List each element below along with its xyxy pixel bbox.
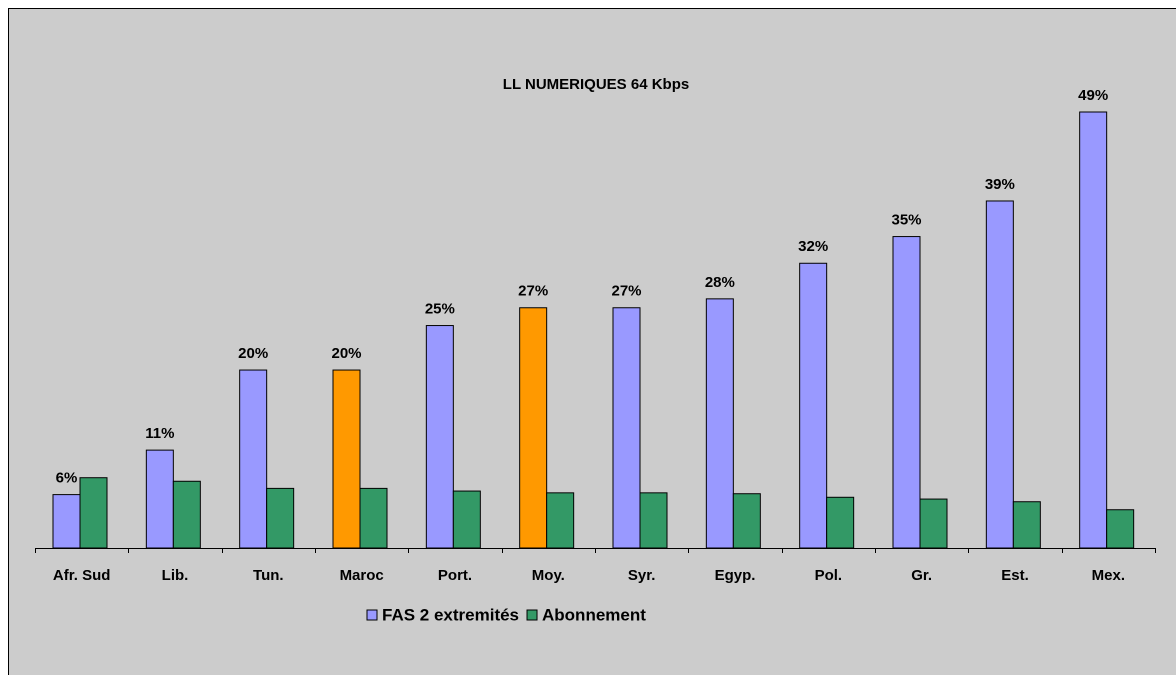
data-label: 35% <box>891 212 921 229</box>
x-tick-label: Moy. <box>532 567 565 584</box>
bar <box>639 492 668 549</box>
bar <box>172 480 201 549</box>
bar <box>145 449 174 549</box>
bar <box>892 236 921 549</box>
bar <box>919 498 948 549</box>
x-tick-label: Port. <box>438 567 472 584</box>
data-label: 28% <box>705 274 735 291</box>
bar <box>266 487 295 549</box>
legend-label: Abonnement <box>542 605 646 624</box>
data-label: 27% <box>518 283 548 300</box>
x-tick-label: Est. <box>1001 567 1029 584</box>
x-tick-label: Tun. <box>253 567 284 584</box>
bar <box>359 487 388 549</box>
bar <box>546 492 575 549</box>
data-label: 32% <box>798 238 828 255</box>
x-tick-label: Afr. Sud <box>53 567 111 584</box>
bar <box>79 477 108 549</box>
legend-swatch <box>366 609 378 621</box>
x-tick-label: Pol. <box>815 567 843 584</box>
bar <box>52 494 81 549</box>
bar <box>826 496 855 549</box>
x-tick-label: Lib. <box>162 567 189 584</box>
data-label: 20% <box>331 345 361 362</box>
bar <box>799 262 828 549</box>
data-label: 27% <box>611 283 641 300</box>
x-tick-label: Gr. <box>911 567 932 584</box>
data-label: 49% <box>1078 87 1108 104</box>
bar <box>985 200 1014 549</box>
legend-label: FAS 2 extremités <box>382 605 519 624</box>
data-label: 6% <box>56 470 78 487</box>
bar <box>732 493 761 549</box>
bar <box>1012 501 1041 549</box>
chart-title: LL NUMERIQUES 64 Kbps <box>503 76 689 93</box>
data-label: 20% <box>238 345 268 362</box>
data-label: 25% <box>425 301 455 318</box>
bar <box>612 307 641 549</box>
bar <box>519 307 548 549</box>
bar <box>332 369 361 549</box>
data-label: 39% <box>985 176 1015 193</box>
chart-area <box>8 8 1176 675</box>
x-tick-label: Syr. <box>628 567 656 584</box>
data-label: 11% <box>145 425 174 442</box>
bar <box>1106 509 1135 549</box>
legend-swatch <box>526 609 538 621</box>
bar <box>705 298 734 549</box>
x-tick-label: Mex. <box>1092 567 1125 584</box>
x-tick-label: Maroc <box>340 567 384 584</box>
bar <box>239 369 268 549</box>
bar <box>1079 111 1108 549</box>
bar <box>425 325 454 549</box>
bar <box>452 490 481 549</box>
x-tick-label: Egyp. <box>715 567 756 584</box>
